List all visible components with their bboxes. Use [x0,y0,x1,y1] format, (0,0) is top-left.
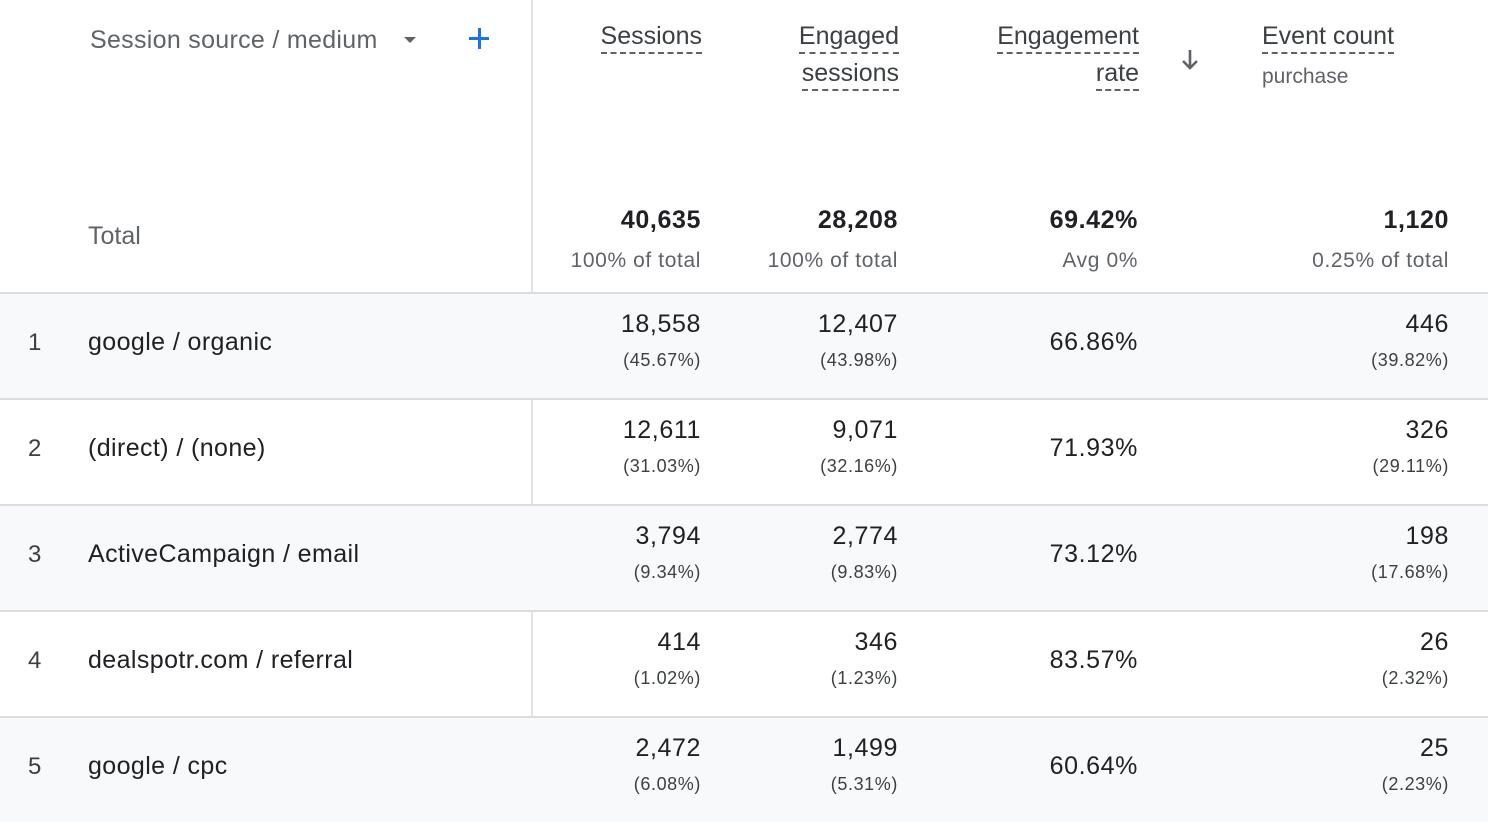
plus-icon[interactable] [463,20,495,56]
row-event-pct: (2.32%) [1381,668,1449,688]
row-index: 5 [28,753,42,780]
row-sessions-pct: (6.08%) [633,774,701,794]
total-event-sub: 0.25% of total [1312,249,1449,272]
total-sessions-sub: 100% of total [570,249,701,272]
engaged-header-line2[interactable]: sessions [801,57,899,91]
table-row[interactable]: 2 (direct) / (none) 12,611 (31.03%) 9,07… [0,400,1488,504]
total-engaged-sub: 100% of total [767,249,898,272]
row-rate: 73.12% [1049,540,1138,568]
rate-header-line1[interactable]: Engagement [997,20,1139,54]
row-sessions-pct: (31.03%) [623,456,701,476]
column-header-engaged-sessions[interactable]: Engaged sessions [749,18,899,92]
row-dimension[interactable]: dealspotr.com / referral [88,646,354,674]
row-index: 4 [28,647,42,674]
row-event-pct: (17.68%) [1371,562,1449,582]
row-divider [0,292,1488,294]
row-engaged: 9,071 [832,416,898,444]
table-row[interactable]: 5 google / cpc 2,472 (6.08%) 1,499 (5.31… [0,718,1488,822]
row-dimension[interactable]: (direct) / (none) [88,434,266,462]
row-engaged-pct: (43.98%) [820,350,898,370]
row-sessions: 2,472 [635,734,701,762]
row-event: 446 [1405,310,1449,338]
total-rate: 69.42% [1049,206,1138,234]
dimension-header[interactable]: Session source / medium [90,22,416,58]
row-sessions-pct: (9.34%) [633,562,701,582]
row-rate: 66.86% [1049,328,1138,356]
row-index: 1 [28,329,42,356]
column-header-sessions[interactable]: Sessions [600,18,702,55]
row-index: 3 [28,541,42,568]
row-event: 198 [1405,522,1449,550]
caret-down-icon[interactable] [403,37,416,43]
row-event: 26 [1419,628,1449,656]
table-row[interactable]: 1 google / organic 18,558 (45.67%) 12,40… [0,294,1488,398]
table-row[interactable]: 3 ActiveCampaign / email 3,794 (9.34%) 2… [0,506,1488,610]
total-sessions: 40,635 [620,206,701,234]
row-sessions: 18,558 [620,310,701,338]
row-index: 2 [28,435,42,462]
total-engaged: 28,208 [817,206,898,234]
row-divider [0,504,1488,506]
row-sessions-pct: (1.02%) [633,668,701,688]
row-engaged: 1,499 [832,734,898,762]
row-dimension[interactable]: google / organic [88,328,273,356]
row-engaged: 346 [854,628,898,656]
row-divider [0,398,1488,400]
event-header-label[interactable]: Event count [1262,20,1395,54]
row-sessions: 12,611 [622,416,701,444]
row-divider [0,716,1488,718]
row-engaged-pct: (32.16%) [820,456,898,476]
row-dimension[interactable]: google / cpc [88,752,228,780]
row-divider [0,610,1488,612]
total-rate-sub: Avg 0% [1062,249,1138,272]
row-sessions: 3,794 [635,522,701,550]
table-row[interactable]: 4 dealspotr.com / referral 414 (1.02%) 3… [0,612,1488,716]
row-event: 326 [1405,416,1449,444]
row-sessions: 414 [657,628,701,656]
column-divider [531,0,533,820]
row-rate: 71.93% [1049,434,1138,462]
row-event-pct: (2.23%) [1381,774,1449,794]
sessions-header-label[interactable]: Sessions [600,20,702,54]
rate-header-line2[interactable]: rate [1095,57,1139,91]
arrow-down-icon[interactable] [1180,48,1200,72]
row-rate: 60.64% [1049,752,1138,780]
row-engaged: 12,407 [817,310,898,338]
row-event-pct: (39.82%) [1371,350,1449,370]
row-dimension[interactable]: ActiveCampaign / email [88,540,360,568]
column-header-engagement-rate[interactable]: Engagement rate [959,18,1139,92]
row-event-pct: (29.11%) [1372,456,1449,476]
dimension-label[interactable]: Session source / medium [90,25,378,54]
total-event: 1,120 [1383,206,1449,234]
row-rate: 83.57% [1049,646,1138,674]
engaged-header-line1[interactable]: Engaged [798,20,899,54]
row-engaged-pct: (9.83%) [830,562,898,582]
row-sessions-pct: (45.67%) [623,350,701,370]
row-engaged: 2,774 [832,522,898,550]
total-label: Total [88,222,141,250]
row-engaged-pct: (1.23%) [830,668,898,688]
row-engaged-pct: (5.31%) [830,774,898,794]
row-event: 25 [1419,734,1449,762]
event-filter-label: purchase [1262,65,1349,88]
column-header-event-count[interactable]: Event count purchase [1262,18,1395,97]
